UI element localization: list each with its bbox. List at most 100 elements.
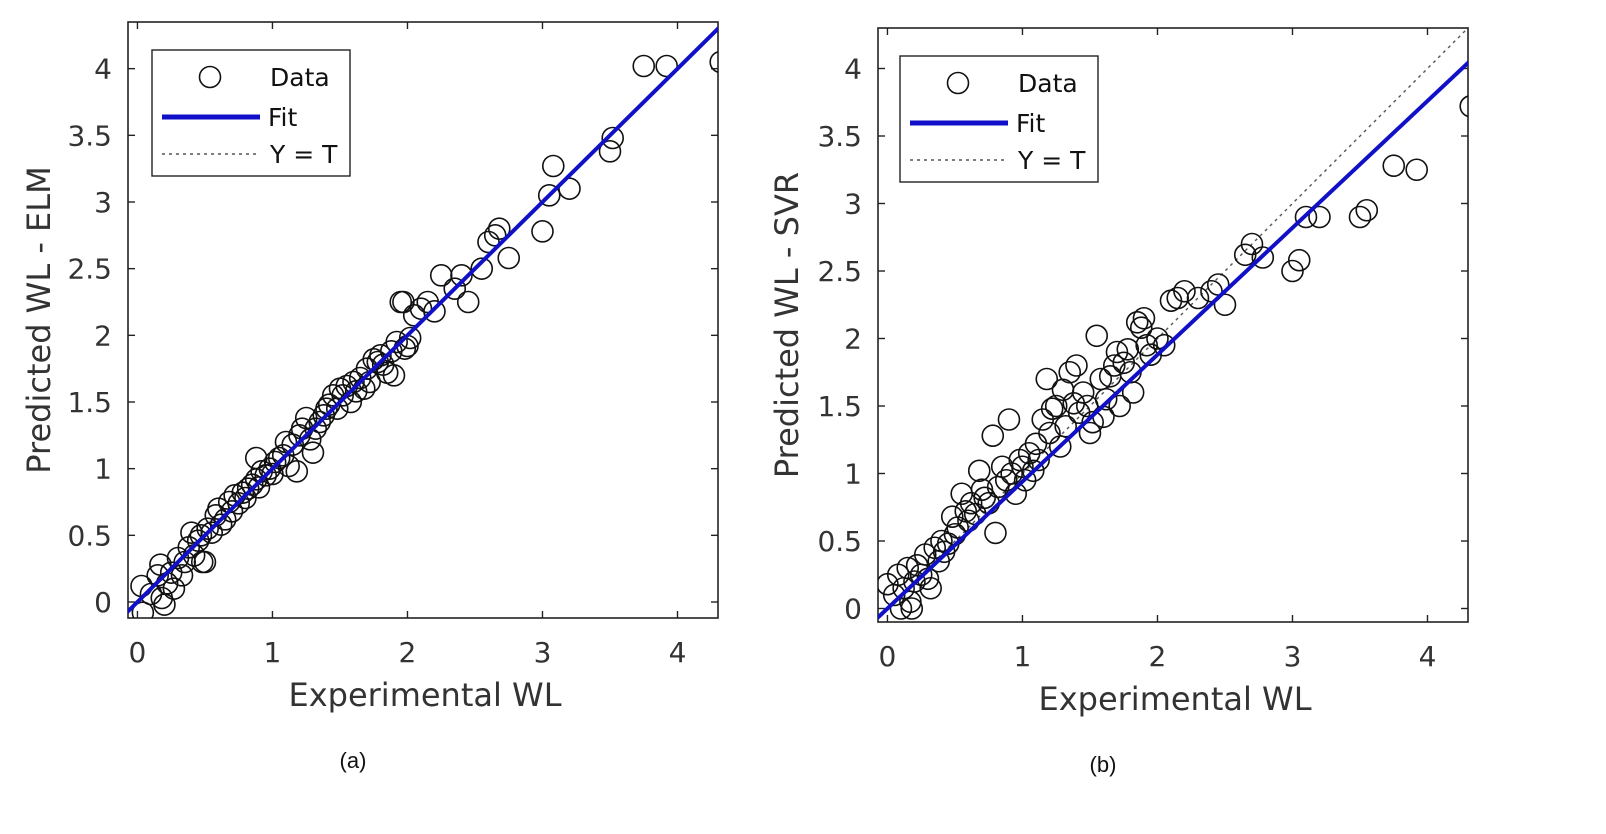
y-tick-label: 3 xyxy=(94,186,112,219)
data-point xyxy=(984,521,1007,545)
legend-box xyxy=(151,49,351,177)
data-point xyxy=(709,51,718,73)
fit-line xyxy=(128,25,718,615)
y-tick-label: 0 xyxy=(94,586,112,619)
data-point xyxy=(342,370,365,394)
data-point xyxy=(236,477,260,500)
x-axis-label: Experimental WL xyxy=(288,676,561,714)
y-axis-label: Predicted WL - ELM xyxy=(20,166,58,473)
y-axis-label: Predicted WL - SVR xyxy=(768,172,806,478)
data-point xyxy=(541,154,565,178)
y-tick-label: 0 xyxy=(844,593,862,626)
y-tick-label: 2.5 xyxy=(67,253,112,286)
data-point xyxy=(598,140,622,163)
data-point xyxy=(1108,394,1131,418)
data-point xyxy=(162,577,186,600)
data-point xyxy=(1085,324,1109,348)
data-point xyxy=(537,184,561,207)
y-tick-label: 3.5 xyxy=(67,119,112,152)
legend-label-fit: Fit xyxy=(1016,109,1046,138)
data-point xyxy=(304,417,327,440)
data-point xyxy=(1405,158,1428,182)
y-tick-label: 1 xyxy=(844,458,862,491)
data-point xyxy=(1125,310,1149,334)
data-point xyxy=(1035,367,1059,391)
data-point xyxy=(1459,95,1468,118)
data-point xyxy=(1281,259,1304,283)
data-point xyxy=(308,410,332,434)
data-point xyxy=(285,460,309,483)
legend-label-data: Data xyxy=(1018,69,1078,98)
plot-area xyxy=(878,28,1468,621)
data-point xyxy=(189,524,213,547)
data-point xyxy=(398,326,422,350)
data-point xyxy=(601,126,624,150)
data-point xyxy=(1011,455,1034,479)
data-point xyxy=(186,529,210,552)
legend: Data Fit Y = T xyxy=(899,55,1099,183)
data-point xyxy=(369,344,392,367)
data-point xyxy=(981,424,1005,448)
x-tick-label: 0 xyxy=(879,640,897,673)
data-point xyxy=(1116,337,1140,361)
data-point xyxy=(247,476,271,499)
data-point xyxy=(497,246,521,270)
data-point xyxy=(1135,333,1158,357)
chart-panel-a: 0 1 2 3 4 0 0.5 1 1.5 2 2.5 3 3.5 4 Data Fit Y = T Experi… xyxy=(20,21,719,773)
x-tick-label: 1 xyxy=(264,636,282,669)
data-point xyxy=(558,177,581,200)
y-tick-label: 1 xyxy=(94,453,112,486)
data-point xyxy=(131,601,155,618)
x-tick-label: 2 xyxy=(399,636,417,669)
data-point xyxy=(385,330,408,354)
legend-label-identity: Y = T xyxy=(269,140,338,169)
data-point xyxy=(655,54,678,78)
data-point xyxy=(1021,459,1045,483)
data-point xyxy=(940,505,964,529)
plot-area xyxy=(128,25,718,618)
data-point xyxy=(923,536,947,560)
data-point xyxy=(1054,414,1077,438)
data-point xyxy=(456,290,480,314)
data-point xyxy=(1186,286,1210,310)
data-point xyxy=(1094,387,1118,411)
data-point xyxy=(919,576,942,600)
data-point xyxy=(315,397,338,420)
y-tick-label: 3.5 xyxy=(817,120,862,153)
data-point xyxy=(896,556,920,580)
legend-label-fit: Fit xyxy=(268,103,298,132)
legend-label-identity: Y = T xyxy=(1017,146,1086,175)
data-point xyxy=(1173,279,1196,303)
data-point xyxy=(903,570,926,593)
data-point xyxy=(997,408,1021,431)
x-axis-label: Experimental WL xyxy=(1038,680,1311,718)
data-point xyxy=(1251,246,1275,269)
data-point xyxy=(193,550,217,574)
data-point xyxy=(409,297,433,320)
y-tick-label: 2 xyxy=(94,319,112,352)
y-tick-label: 0.5 xyxy=(817,525,862,558)
data-point xyxy=(450,264,473,287)
y-tick-label: 4 xyxy=(844,53,862,86)
legend-marker-data xyxy=(946,71,970,95)
fit-line xyxy=(878,60,1468,621)
data-point xyxy=(1348,205,1372,229)
data-point xyxy=(1382,154,1406,177)
y-tick-label: 1.5 xyxy=(67,386,112,419)
data-point xyxy=(1294,205,1318,229)
data-point xyxy=(1129,316,1153,340)
legend: Data Fit Y = T xyxy=(151,49,351,177)
chart-panel-b: 0 1 2 3 4 0 0.5 1 1.5 2 2.5 3 3.5 4 Data Fit Y = T Experi… xyxy=(768,27,1469,777)
panel-label: (b) xyxy=(1090,752,1117,777)
data-point xyxy=(1287,248,1311,272)
data-point xyxy=(1105,340,1129,364)
data-point xyxy=(1102,354,1126,377)
data-point xyxy=(1213,293,1237,317)
y-tick-label: 2 xyxy=(844,323,862,356)
legend-label-data: Data xyxy=(270,63,330,92)
x-tick-label: 1 xyxy=(1014,640,1032,673)
x-tick-label: 2 xyxy=(1149,640,1167,673)
data-point xyxy=(1044,394,1068,418)
y-tick-label: 1.5 xyxy=(817,390,862,423)
data-point xyxy=(301,441,325,464)
